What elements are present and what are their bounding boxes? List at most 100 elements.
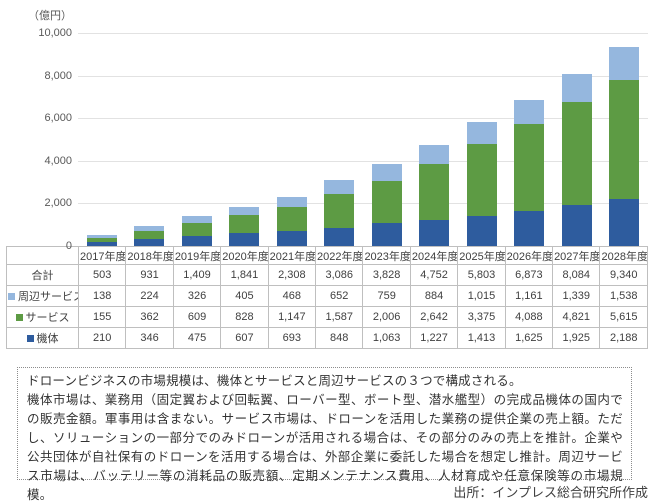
bar-segment-サービス — [324, 194, 355, 228]
note-box: ドローンビジネスの市場規模は、機体とサービスと周辺サービスの３つで構成される。 … — [17, 367, 632, 501]
table-row-label: 合計 — [6, 264, 79, 286]
legend-swatch-サービス — [15, 313, 23, 321]
table-cell: 693 — [267, 327, 317, 349]
table-cell: 6,873 — [504, 264, 554, 286]
bar-segment-機体 — [324, 227, 355, 246]
table-row-合計: 合計 503 931 1,409 1,841 2,308 3,086 3,828 4,752 5,… — [6, 264, 648, 286]
table-cell: 3,828 — [362, 264, 411, 286]
table-cell: 884 — [409, 285, 459, 307]
bar-segment-機体 — [609, 199, 640, 246]
gridline — [78, 33, 648, 34]
data-table-head: 2017年度 2018年度 2019年度 2020年度 2021年度 2022年度 2023… — [6, 246, 648, 265]
bar-segment-周辺サービス — [609, 47, 640, 80]
table-col-header: 2024年度 — [409, 246, 459, 265]
table-row-機体: 機体 210 346 475 607 693 848 1,063 1,227 1,413 1,625… — [6, 327, 648, 349]
bar-2021年度 — [268, 0, 316, 246]
table-cell: 1,161 — [504, 285, 554, 307]
y-tick-label: 4,000 — [44, 154, 72, 167]
table-cell: 9,340 — [599, 264, 648, 286]
bar-segment-サービス — [181, 222, 212, 236]
bar-segment-周辺サービス — [86, 235, 117, 239]
table-col-header: 2020年度 — [220, 246, 269, 265]
bar-segment-周辺サービス — [514, 99, 545, 125]
bar-segment-機体 — [419, 219, 450, 246]
bar-segment-サービス — [514, 124, 545, 212]
table-row-label: 機体 — [6, 327, 79, 349]
bar-segment-機体 — [86, 241, 117, 246]
bar-segment-周辺サービス — [561, 73, 592, 103]
y-tick-label: 10,000 — [38, 27, 72, 39]
table-cell: 346 — [125, 327, 174, 349]
table-cell: 1,925 — [552, 327, 601, 349]
table-cell: 2,006 — [362, 306, 411, 328]
bar-2018年度 — [126, 0, 174, 246]
bar-segment-サービス — [134, 230, 165, 239]
legend-swatch-機体 — [26, 334, 34, 342]
table-cell: 5,615 — [599, 306, 648, 328]
table-cell: 1,015 — [457, 285, 506, 307]
bar-2024年度 — [411, 0, 459, 246]
gridline — [78, 203, 648, 205]
bar-segment-サービス — [609, 79, 640, 200]
table-cell: 8,084 — [552, 264, 601, 286]
bar-2028年度 — [601, 0, 649, 246]
table-cell: 503 — [77, 264, 127, 286]
y-tick-label: 0 — [65, 240, 72, 252]
table-col-header: 2028年度 — [599, 246, 648, 265]
bar-segment-周辺サービス — [276, 196, 307, 207]
table-col-header: 2022年度 — [315, 246, 364, 265]
table-cell: 1,841 — [220, 264, 269, 286]
data-table-body: 合計 503 931 1,409 1,841 2,308 3,086 3,828 4,752 5,… — [6, 264, 648, 349]
table-col-header: 2026年度 — [504, 246, 554, 265]
table-cell: 210 — [77, 327, 127, 349]
table-col-header: 2027年度 — [552, 246, 601, 265]
bar-2017年度 — [78, 0, 126, 246]
table-cell: 607 — [220, 327, 269, 349]
y-tick-label: 6,000 — [44, 112, 72, 125]
y-tick-label: 8,000 — [44, 69, 72, 82]
bar-columns — [78, 0, 648, 246]
table-cell: 828 — [220, 306, 269, 328]
bar-2019年度 — [173, 0, 221, 246]
table-cell: 4,088 — [504, 306, 554, 328]
table-col-header: 2021年度 — [267, 246, 317, 265]
bar-segment-機体 — [229, 233, 260, 246]
gridline — [78, 160, 648, 162]
table-row-label: 周辺サービス — [6, 285, 79, 307]
bar-2027年度 — [553, 0, 601, 246]
plot-area — [78, 33, 648, 246]
legend-swatch-周辺サービス — [8, 292, 15, 300]
table-col-header: 2025年度 — [457, 246, 506, 265]
table-cell: 2,188 — [599, 327, 648, 349]
table-cell: 138 — [77, 285, 127, 307]
note-line: ドローンビジネスの市場規模は、機体とサービスと周辺サービスの３つで構成される。 — [27, 374, 522, 388]
bar-segment-機体 — [514, 211, 545, 246]
bar-segment-周辺サービス — [181, 215, 212, 223]
table-row-サービス: サービス 155 362 609 828 1,147 1,587 2,006 2,642 3,37… — [6, 306, 648, 328]
table-cell: 475 — [172, 327, 222, 349]
bar-segment-周辺サービス — [466, 122, 497, 145]
table-col-header: 2018年度 — [125, 246, 174, 265]
bar-segment-サービス — [229, 215, 260, 234]
bar-2023年度 — [363, 0, 411, 246]
bar-segment-サービス — [371, 180, 402, 224]
table-cell: 2,642 — [409, 306, 459, 328]
bar-segment-機体 — [466, 215, 497, 246]
bar-segment-機体 — [134, 238, 165, 246]
table-cell: 155 — [77, 306, 127, 328]
bar-segment-周辺サービス — [324, 180, 355, 195]
table-cell: 1,147 — [267, 306, 317, 328]
note-line: 機体市場は、業務用（固定翼および回転翼、ローバー型、ボート型、潜水艦型）の完成品… — [27, 393, 623, 501]
table-row-label: サービス — [6, 306, 79, 328]
bar-segment-周辺サービス — [371, 164, 402, 181]
bar-2026年度 — [506, 0, 554, 246]
table-cell: 405 — [220, 285, 269, 307]
gridline — [78, 118, 648, 120]
table-cell: 5,803 — [457, 264, 506, 286]
table-col-header: 2017年度 — [77, 246, 127, 265]
table-cell: 1,063 — [362, 327, 411, 349]
bar-segment-サービス — [561, 102, 592, 205]
table-cell: 931 — [125, 264, 174, 286]
table-cell: 1,587 — [315, 306, 364, 328]
